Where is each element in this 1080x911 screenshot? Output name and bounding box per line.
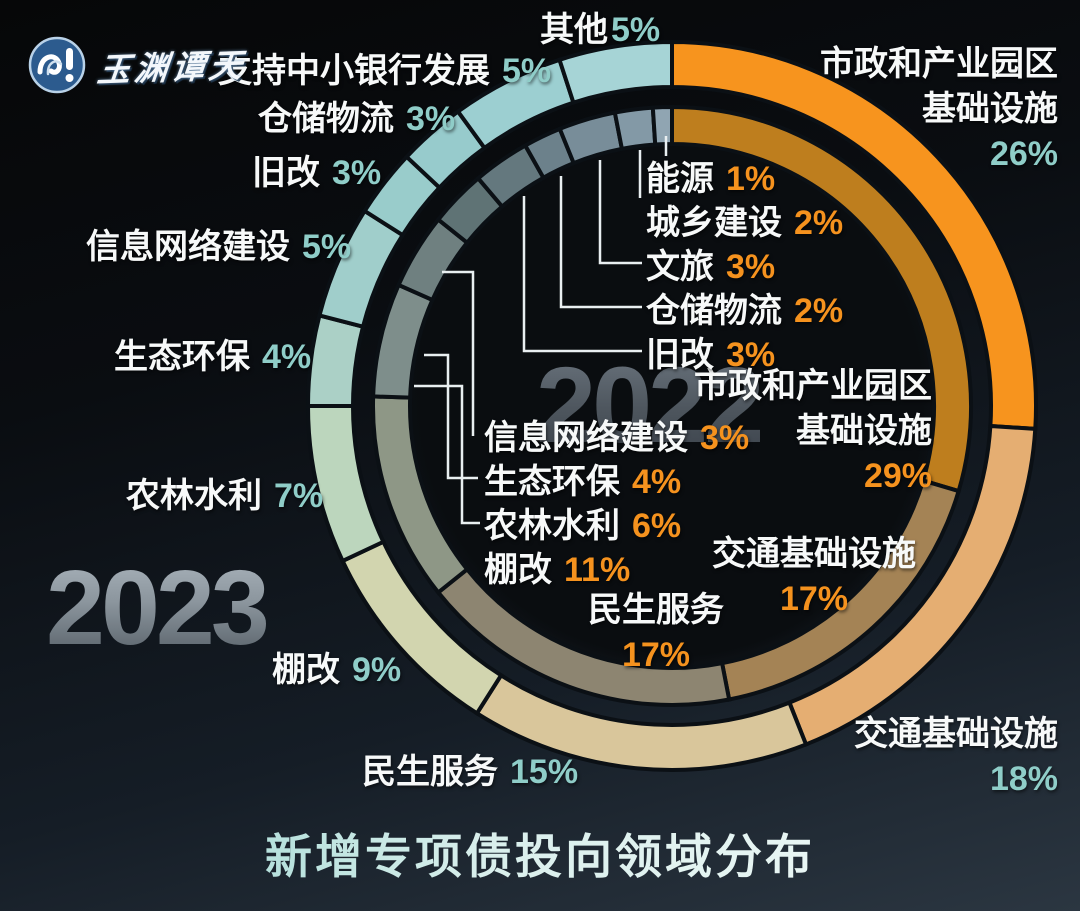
callout-2023-信息网络建设: 信息网络建设 5% — [86, 225, 351, 270]
callout-2022-城乡建设: 城乡建设 2% — [646, 201, 843, 246]
brand-wave-icon — [28, 36, 86, 94]
callout-value: 17% — [779, 580, 849, 618]
callout-text: 仓储物流 — [258, 100, 394, 138]
leader-line-4 — [522, 196, 642, 353]
callout-text: 民生服务 — [588, 591, 724, 629]
callout-text: 基础设施 — [796, 412, 932, 450]
callout-value: 4% — [632, 463, 682, 501]
callout-2022-文旅: 文旅 3% — [646, 245, 775, 290]
callout-value: 11% — [564, 551, 631, 589]
callout-text: 其他 — [540, 11, 608, 49]
callout-text: 基础设施 — [922, 90, 1058, 128]
callout-text: 民生服务 — [362, 753, 498, 791]
callout-2023-旧改: 旧改 3% — [252, 151, 381, 196]
callout-text: 生态环保 — [114, 338, 250, 376]
brand-logo: 玉渊谭天 — [28, 36, 249, 94]
callout-value: 2% — [794, 292, 844, 330]
callout-text: 市政和产业园区 — [694, 367, 932, 405]
callout-value: 26% — [989, 135, 1058, 173]
callout-2022-市政和产业园区基础设施: 市政和产业园区基础设施 29% — [694, 364, 932, 499]
callout-2022-信息网络建设: 信息网络建设 3% — [484, 416, 749, 461]
callout-2023-仓储物流: 仓储物流 3% — [258, 97, 455, 142]
callout-text: 市政和产业园区 — [820, 45, 1058, 83]
callout-2022-农林水利: 农林水利 6% — [484, 504, 681, 549]
callout-value: 5% — [302, 228, 352, 266]
callout-text: 旧改 — [252, 154, 320, 192]
leader-line-3 — [559, 176, 642, 309]
callout-2022-旧改: 旧改 3% — [646, 333, 775, 378]
callout-value: 3% — [406, 100, 456, 138]
callout-2023-其他: 其他5% — [540, 8, 660, 53]
callout-value: 3% — [726, 248, 776, 286]
callout-text: 农林水利 — [126, 477, 262, 515]
callout-text: 交通基础设施 — [854, 715, 1058, 753]
callout-value: 5% — [502, 52, 552, 90]
callout-2023-市政和产业园区基础设施: 市政和产业园区基础设施 26% — [820, 42, 1058, 177]
callout-2023-生态环保: 生态环保 4% — [114, 335, 311, 380]
callout-2023-支持中小银行发展: 支持中小银行发展 5% — [218, 49, 551, 94]
year-watermark-2022: 2022 — [536, 344, 764, 465]
ring-2023-segment-其他 — [556, 39, 674, 106]
callout-2023-民生服务: 民生服务 15% — [362, 750, 578, 795]
callout-value: 18% — [989, 760, 1058, 798]
callout-text: 能源 — [646, 160, 714, 198]
leader-line-2 — [598, 160, 642, 265]
callout-text: 仓储物流 — [646, 292, 782, 330]
callout-text: 旧改 — [646, 336, 714, 374]
callout-value: 29% — [863, 457, 932, 495]
callout-text: 农林水利 — [484, 507, 620, 545]
callout-text: 生态环保 — [484, 463, 620, 501]
leader-line-5 — [442, 270, 475, 436]
callout-text: 交通基础设施 — [712, 535, 916, 573]
callout-2022-交通基础设施: 交通基础设施 17% — [712, 532, 916, 622]
callout-value: 1% — [726, 160, 776, 198]
callout-2022-能源: 能源 1% — [646, 157, 775, 202]
callout-text: 棚改 — [484, 551, 552, 589]
callout-2022-民生服务: 民生服务 17% — [588, 588, 724, 678]
callout-text: 信息网络建设 — [86, 228, 290, 266]
year-watermark-2023: 2023 — [46, 549, 270, 667]
callout-text: 城乡建设 — [646, 204, 782, 242]
callout-value: 5% — [611, 11, 661, 49]
callout-value: 7% — [274, 477, 324, 515]
callout-2022-棚改: 棚改 11% — [484, 548, 630, 593]
chart-title: 新增专项债投向领域分布 — [0, 818, 1080, 887]
callout-2022-仓储物流: 仓储物流 2% — [646, 289, 843, 334]
callout-value: 3% — [700, 419, 750, 457]
callout-value: 17% — [621, 636, 691, 674]
ring-2022-segment-能源 — [650, 104, 674, 147]
callout-value: 9% — [352, 651, 402, 689]
callout-2023-交通基础设施: 交通基础设施 18% — [854, 712, 1058, 802]
callout-value: 2% — [794, 204, 844, 242]
callout-2023-棚改: 棚改 9% — [272, 648, 401, 693]
callout-value: 3% — [726, 336, 776, 374]
callout-2023-农林水利: 农林水利 7% — [126, 474, 323, 519]
callout-2022-生态环保: 生态环保 4% — [484, 460, 681, 505]
callout-value: 15% — [510, 753, 579, 791]
callout-value: 4% — [262, 338, 312, 376]
callout-value: 6% — [632, 507, 682, 545]
brand-logo-text: 玉渊谭天 — [95, 46, 249, 89]
callout-text: 文旅 — [646, 248, 714, 286]
leader-line-7 — [414, 384, 480, 525]
callout-text: 信息网络建设 — [484, 419, 688, 457]
callout-text: 支持中小银行发展 — [218, 52, 490, 90]
callout-value: 3% — [332, 154, 382, 192]
callout-text: 棚改 — [272, 651, 340, 689]
